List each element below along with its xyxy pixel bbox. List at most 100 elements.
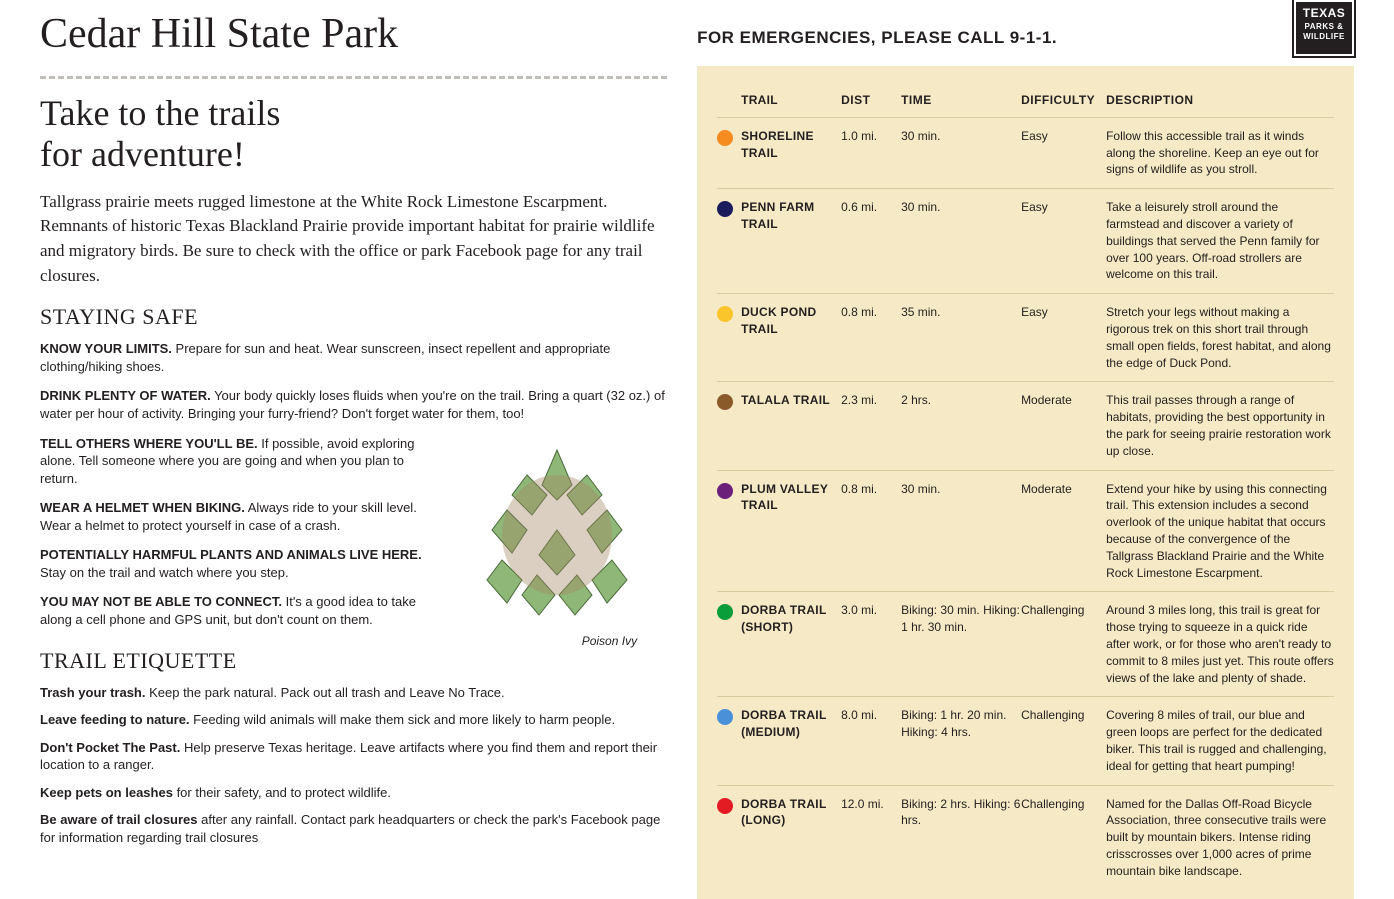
trail-dist: 2.3 mi. [841, 392, 901, 459]
trail-row: PLUM VALLEY TRAIL0.8 mi.30 min.ModerateE… [717, 471, 1334, 593]
trail-time: 2 hrs. [901, 392, 1021, 459]
etiquette-item: Don't Pocket The Past. Help preserve Tex… [40, 739, 667, 774]
trail-description: Around 3 miles long, this trail is great… [1106, 602, 1334, 686]
safety-lead: WEAR A HELMET WHEN BIKING. [40, 500, 245, 515]
left-column: Cedar Hill State Park Take to the trails… [40, 0, 667, 899]
staying-safe-heading: STAYING SAFE [40, 304, 667, 330]
trail-color-dot-cell [717, 199, 741, 283]
trail-color-dot-cell [717, 128, 741, 178]
trail-color-dot [717, 483, 733, 499]
trail-dist: 1.0 mi. [841, 128, 901, 178]
trail-color-dot [717, 201, 733, 217]
trail-color-dot-cell [717, 481, 741, 582]
trail-color-dot-cell [717, 392, 741, 459]
trail-difficulty: Challenging [1021, 707, 1106, 774]
header-description: DESCRIPTION [1106, 92, 1334, 109]
trail-difficulty: Moderate [1021, 481, 1106, 582]
trail-name: DORBA TRAIL (MEDIUM) [741, 707, 841, 774]
trail-time: 30 min. [901, 481, 1021, 582]
safety-lead: DRINK PLENTY OF WATER. [40, 388, 211, 403]
logo-line3: WILDLIFE [1296, 32, 1352, 42]
etiquette-lead: Don't Pocket The Past. [40, 740, 180, 755]
safety-item: KNOW YOUR LIMITS. Prepare for sun and he… [40, 340, 667, 375]
etiquette-lead: Be aware of trail closures [40, 812, 198, 827]
trail-time: Biking: 30 min. Hiking: 1 hr. 30 min. [901, 602, 1021, 686]
trail-row: PENN FARM TRAIL0.6 mi.30 min.EasyTake a … [717, 189, 1334, 294]
safety-item: DRINK PLENTY OF WATER. Your body quickly… [40, 387, 667, 422]
trail-row: DUCK POND TRAIL0.8 mi.35 min.EasyStretch… [717, 294, 1334, 382]
trail-dist: 8.0 mi. [841, 707, 901, 774]
tx-parks-wildlife-logo: TEXAS PARKS & WILDLIFE [1294, 0, 1354, 56]
trail-name: DUCK POND TRAIL [741, 304, 841, 371]
trail-table-panel: TRAIL DIST TIME DIFFICULTY DESCRIPTION S… [697, 66, 1354, 899]
trail-description: Named for the Dallas Off-Road Bicycle As… [1106, 796, 1334, 880]
trail-difficulty: Moderate [1021, 392, 1106, 459]
trail-color-dot [717, 306, 733, 322]
trail-rows-container: SHORELINE TRAIL1.0 mi.30 min.EasyFollow … [717, 118, 1334, 890]
subtitle-line1: Take to the trails [40, 93, 280, 133]
trail-dist: 3.0 mi. [841, 602, 901, 686]
poison-ivy-illustration: Poison Ivy [447, 435, 667, 648]
trail-color-dot-cell [717, 304, 741, 371]
trail-row: SHORELINE TRAIL1.0 mi.30 min.EasyFollow … [717, 118, 1334, 189]
trail-header-row: TRAIL DIST TIME DIFFICULTY DESCRIPTION [717, 82, 1334, 118]
etiquette-item: Leave feeding to nature. Feeding wild an… [40, 711, 667, 729]
trail-difficulty: Easy [1021, 304, 1106, 371]
trail-difficulty: Challenging [1021, 602, 1106, 686]
trail-color-dot-cell [717, 602, 741, 686]
safety-body: Stay on the trail and watch where you st… [40, 565, 289, 580]
trail-color-dot-cell [717, 707, 741, 774]
trail-name: PLUM VALLEY TRAIL [741, 481, 841, 582]
intro-paragraph: Tallgrass prairie meets rugged limestone… [40, 190, 667, 289]
header-dot-spacer [717, 92, 741, 109]
trail-name: PENN FARM TRAIL [741, 199, 841, 283]
trail-color-dot [717, 394, 733, 410]
trail-color-dot [717, 130, 733, 146]
trail-color-dot [717, 709, 733, 725]
etiquette-lead: Leave feeding to nature. [40, 712, 190, 727]
safety-lead: TELL OTHERS WHERE YOU'LL BE. [40, 436, 258, 451]
right-column: FOR EMERGENCIES, PLEASE CALL 9-1-1. TRAI… [697, 0, 1354, 899]
etiquette-item: Trash your trash. Keep the park natural.… [40, 684, 667, 702]
trail-row: DORBA TRAIL (LONG)12.0 mi.Biking: 2 hrs.… [717, 786, 1334, 890]
trail-time: Biking: 1 hr. 20 min. Hiking: 4 hrs. [901, 707, 1021, 774]
trail-name: DORBA TRAIL (LONG) [741, 796, 841, 880]
trail-description: Take a leisurely stroll around the farms… [1106, 199, 1334, 283]
trail-description: Covering 8 miles of trail, our blue and … [1106, 707, 1334, 774]
subtitle-line2: for adventure! [40, 134, 245, 174]
trail-difficulty: Easy [1021, 128, 1106, 178]
trail-time: Biking: 2 hrs. Hiking: 6 hrs. [901, 796, 1021, 880]
trail-description: Extend your hike by using this connectin… [1106, 481, 1334, 582]
trail-dist: 0.8 mi. [841, 481, 901, 582]
etiquette-body: Feeding wild animals will make them sick… [190, 712, 616, 727]
trail-color-dot-cell [717, 796, 741, 880]
trail-time: 30 min. [901, 199, 1021, 283]
page: Cedar Hill State Park Take to the trails… [0, 0, 1394, 899]
etiquette-lead: Keep pets on leashes [40, 785, 173, 800]
trail-description: This trail passes through a range of hab… [1106, 392, 1334, 459]
trail-description: Stretch your legs without making a rigor… [1106, 304, 1334, 371]
trail-time: 30 min. [901, 128, 1021, 178]
trail-difficulty: Easy [1021, 199, 1106, 283]
illustration-caption: Poison Ivy [447, 634, 667, 648]
trail-color-dot [717, 798, 733, 814]
trail-dist: 12.0 mi. [841, 796, 901, 880]
trail-name: TALALA TRAIL [741, 392, 841, 459]
header-time: TIME [901, 92, 1021, 109]
logo-line2: PARKS & [1296, 22, 1352, 32]
trail-name: DORBA TRAIL (SHORT) [741, 602, 841, 686]
etiquette-body: Keep the park natural. Pack out all tras… [145, 685, 504, 700]
trail-row: DORBA TRAIL (MEDIUM)8.0 mi.Biking: 1 hr.… [717, 697, 1334, 785]
logo-line1: TEXAS [1296, 6, 1352, 22]
emergency-notice: FOR EMERGENCIES, PLEASE CALL 9-1-1. [697, 28, 1354, 48]
subtitle: Take to the trails for adventure! [40, 93, 667, 176]
safety-with-illustration: Poison Ivy TELL OTHERS WHERE YOU'LL BE. … [40, 435, 667, 648]
header-difficulty: DIFFICULTY [1021, 92, 1106, 109]
safety-lead: KNOW YOUR LIMITS. [40, 341, 172, 356]
header-trail: TRAIL [741, 92, 841, 109]
trail-description: Follow this accessible trail as it winds… [1106, 128, 1334, 178]
etiquette-lead: Trash your trash. [40, 685, 145, 700]
park-title: Cedar Hill State Park [40, 10, 667, 58]
etiquette-body: for their safety, and to protect wildlif… [173, 785, 391, 800]
header-dist: DIST [841, 92, 901, 109]
